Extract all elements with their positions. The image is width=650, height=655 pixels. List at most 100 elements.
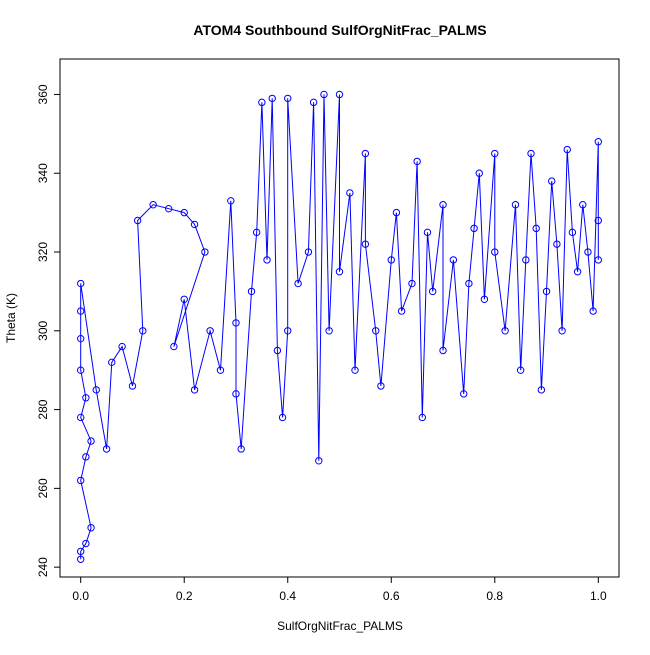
data-point <box>439 346 447 355</box>
data-point <box>252 228 261 237</box>
series-line <box>80 94 599 560</box>
data-point <box>511 201 520 209</box>
data-point <box>335 268 344 276</box>
data-point <box>346 189 354 197</box>
data-point <box>439 201 447 209</box>
data-point <box>361 240 370 248</box>
data-point <box>594 216 602 225</box>
data-point <box>413 157 421 166</box>
data-point <box>579 201 587 209</box>
data-point <box>216 366 225 374</box>
y-axis: 240 260 280 300 320 340 360 <box>36 84 61 577</box>
data-point <box>501 327 509 335</box>
data-point <box>263 256 271 264</box>
data-point <box>542 287 551 296</box>
data-point <box>294 279 302 288</box>
data-point <box>77 547 85 556</box>
data-point <box>258 98 266 107</box>
data-point <box>227 197 235 205</box>
data-point <box>351 366 359 374</box>
data-point <box>594 138 602 146</box>
data-point <box>377 382 385 390</box>
data-point <box>77 307 85 315</box>
data-point <box>475 169 483 177</box>
data-point <box>408 279 416 288</box>
data-point <box>82 539 90 548</box>
data-point <box>247 287 256 296</box>
data-point <box>584 248 592 256</box>
data-point <box>491 149 499 158</box>
x-tick-label: 0.0 <box>72 589 89 603</box>
data-point <box>392 208 401 217</box>
x-axis-label: SulfOrgNitFrac_PALMS <box>277 619 403 633</box>
data-point <box>480 295 489 303</box>
data-point <box>284 327 292 335</box>
data-point <box>418 413 427 422</box>
x-axis: 0.0 0.2 0.4 0.6 0.8 1.0 <box>72 576 607 603</box>
data-point <box>522 256 530 264</box>
y-tick-label: 360 <box>36 84 50 104</box>
data-point <box>548 177 556 185</box>
chart-title: ATOM4 Southbound SulfOrgNitFrac_PALMS <box>193 22 486 38</box>
x-tick-label: 0.4 <box>279 589 296 603</box>
x-tick-label: 0.2 <box>176 589 193 603</box>
data-point <box>206 327 214 335</box>
data-point <box>423 228 432 237</box>
data-point <box>465 279 473 288</box>
data-point <box>387 256 395 264</box>
y-axis-label: Theta (K) <box>4 293 18 343</box>
data-point <box>309 98 318 107</box>
series-layer <box>77 90 602 563</box>
y-tick-label: 320 <box>36 242 50 262</box>
data-point <box>278 413 287 422</box>
y-tick-label: 240 <box>36 557 50 577</box>
data-point <box>201 248 209 256</box>
data-point <box>237 445 245 453</box>
data-point <box>397 307 406 315</box>
data-point <box>589 307 597 315</box>
data-point <box>460 390 468 398</box>
y-tick-label: 300 <box>36 320 50 340</box>
data-point <box>180 295 188 303</box>
data-point <box>563 145 571 154</box>
data-point <box>170 342 178 351</box>
data-point <box>284 94 292 103</box>
data-point <box>128 382 137 390</box>
data-point <box>304 248 313 256</box>
data-point <box>92 386 100 394</box>
data-point <box>568 228 577 237</box>
data-point <box>325 327 333 335</box>
y-tick-label: 280 <box>36 399 50 419</box>
data-point <box>553 240 561 248</box>
data-point <box>82 453 90 461</box>
data-point <box>77 555 85 563</box>
data-point <box>82 394 90 402</box>
data-point <box>77 476 85 485</box>
data-point <box>108 358 116 367</box>
data-point <box>491 248 499 256</box>
data-point <box>190 220 199 229</box>
data-point <box>516 366 525 374</box>
data-point <box>232 390 240 398</box>
data-point <box>102 445 111 453</box>
data-point <box>537 386 546 394</box>
data-point <box>180 208 188 217</box>
x-tick-label: 0.6 <box>383 589 400 603</box>
data-point <box>532 224 540 233</box>
data-point <box>315 457 323 465</box>
data-point <box>335 90 344 99</box>
data-point <box>372 327 380 335</box>
data-point <box>527 149 535 158</box>
data-point <box>77 334 85 343</box>
data-point <box>449 256 458 264</box>
data-point <box>139 327 147 335</box>
data-point <box>149 201 157 209</box>
data-point <box>428 287 437 296</box>
data-point <box>268 94 276 103</box>
data-point <box>470 224 478 233</box>
data-point <box>558 327 566 335</box>
x-tick-label: 1.0 <box>590 589 607 603</box>
data-point <box>77 366 85 374</box>
